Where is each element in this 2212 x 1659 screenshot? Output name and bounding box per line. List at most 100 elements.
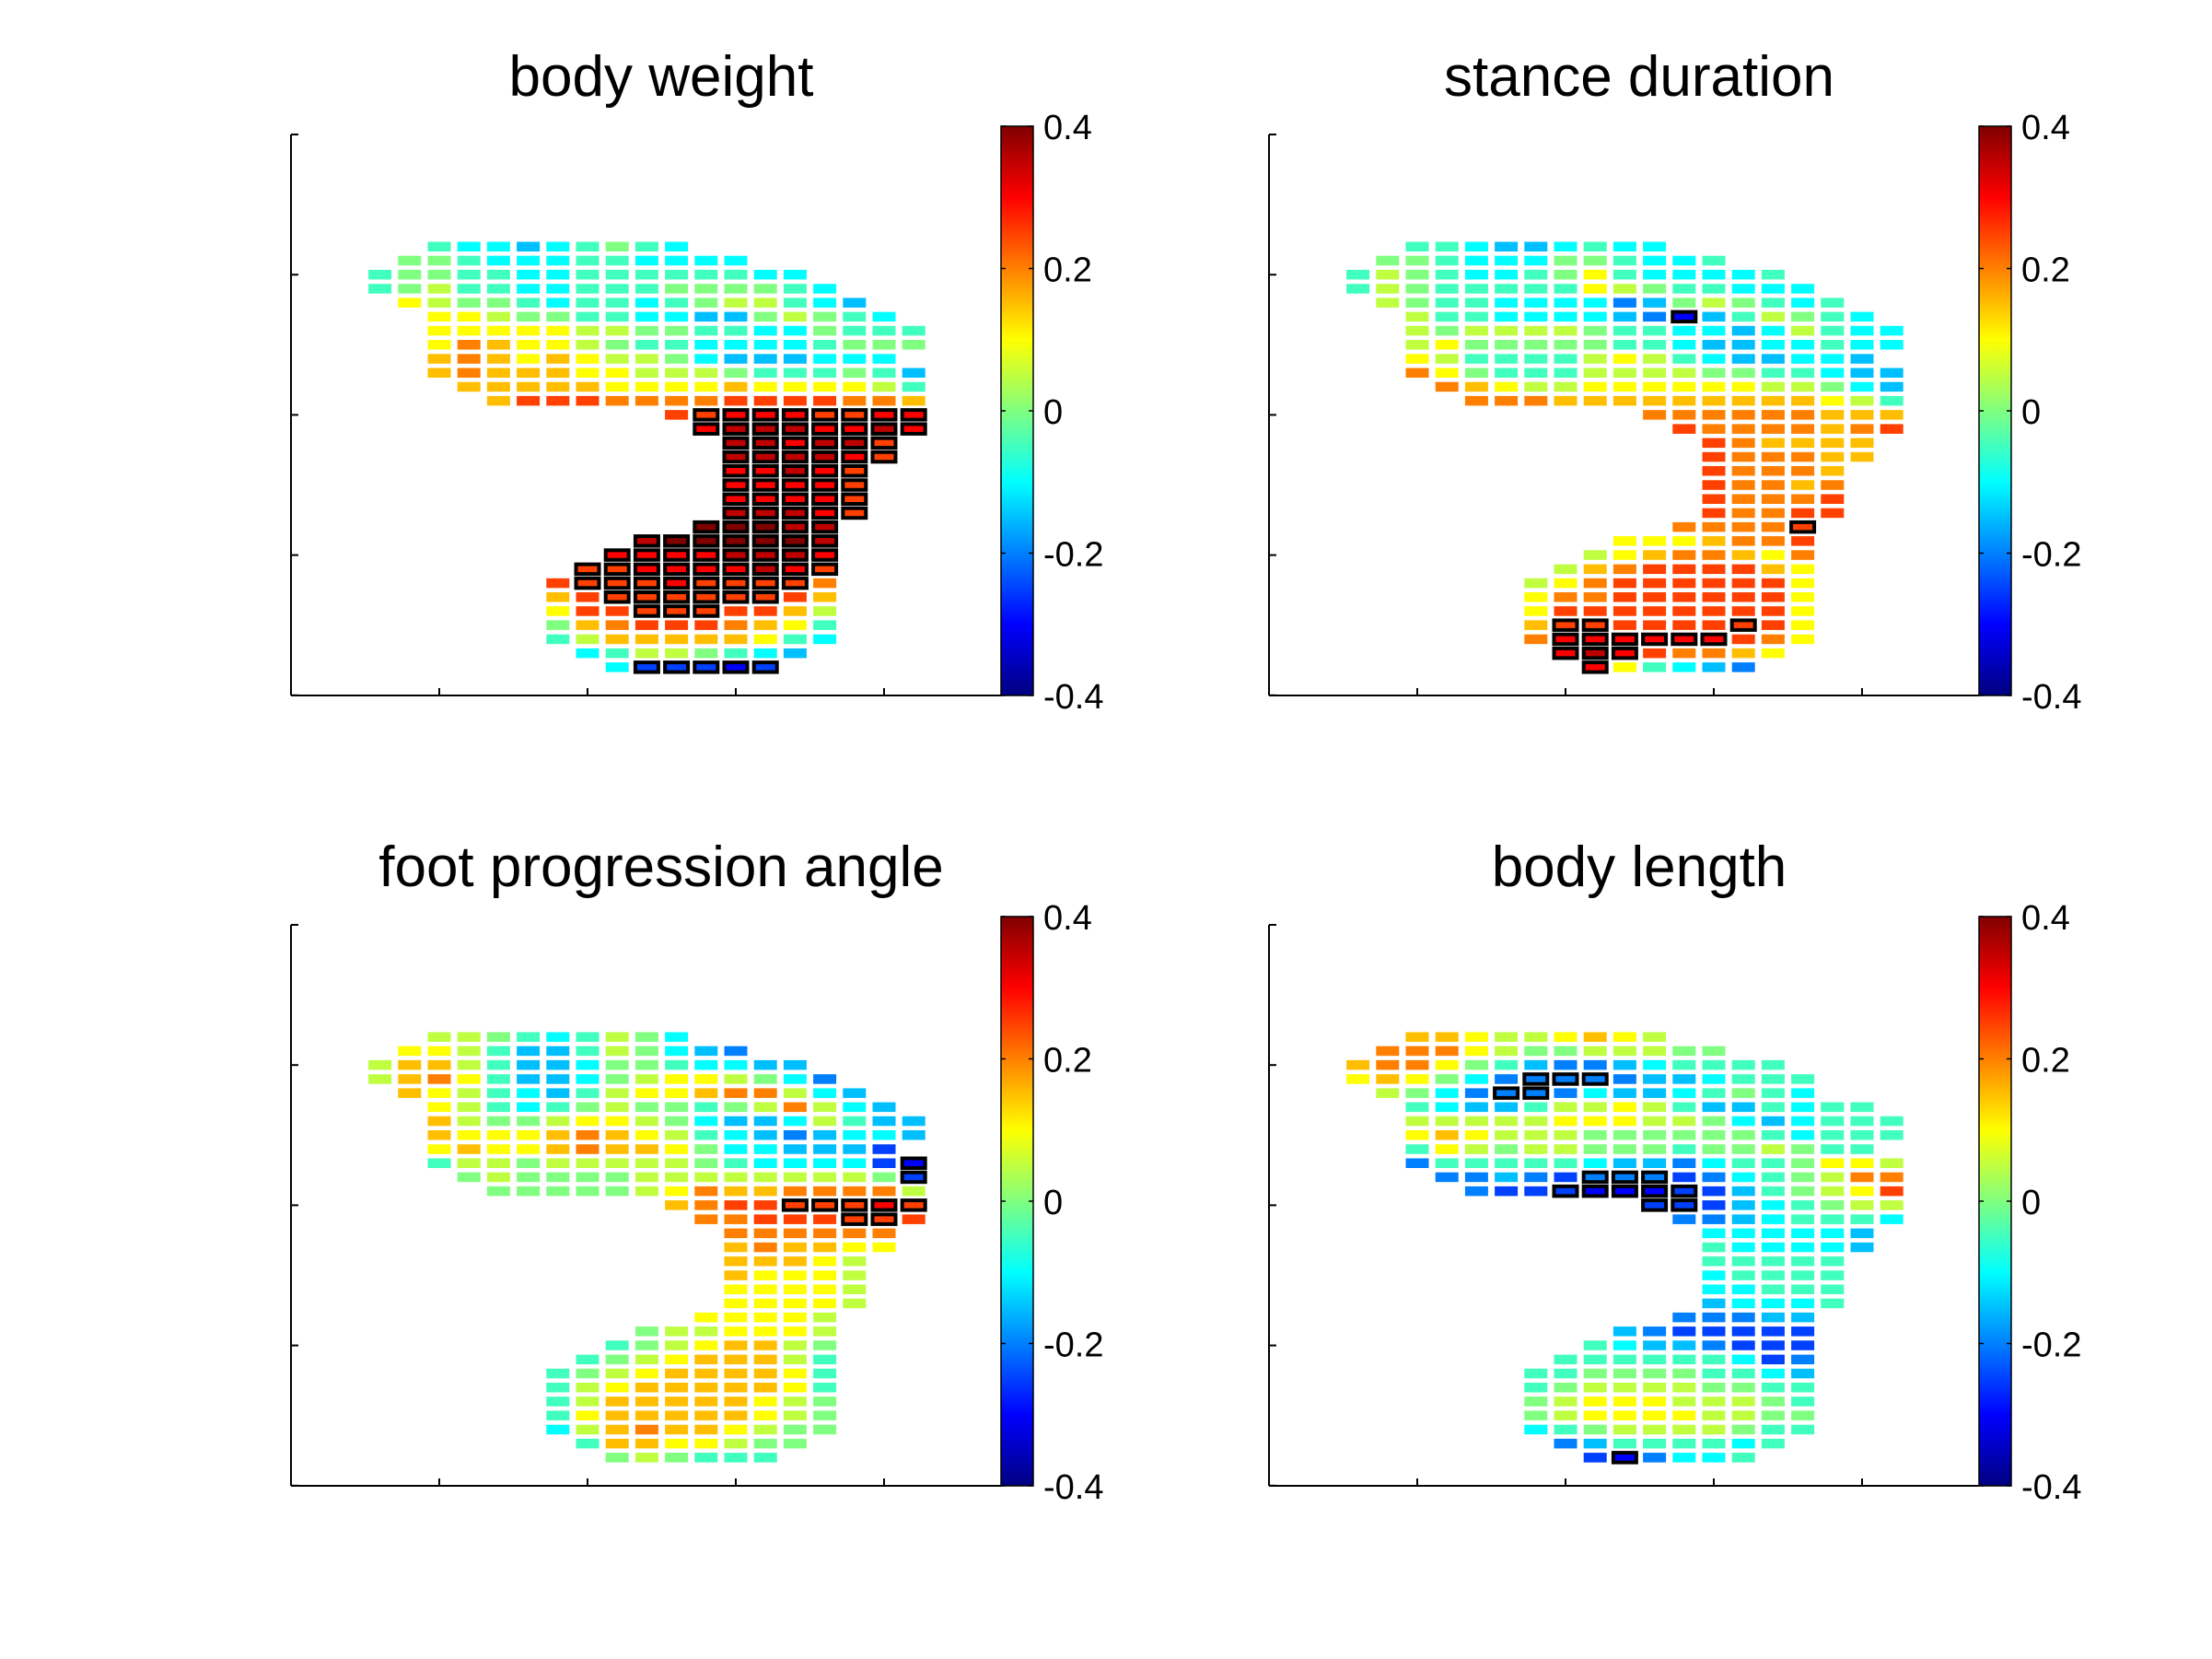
heatmap-cell xyxy=(694,1340,718,1350)
heatmap-cell xyxy=(1761,536,1785,546)
heatmap-cell xyxy=(1672,340,1696,350)
heatmap-cell xyxy=(1791,508,1815,519)
heatmap-cell xyxy=(694,1326,718,1337)
heatmap-cell xyxy=(1554,1438,1578,1449)
heatmap-cell xyxy=(1435,1116,1459,1127)
heatmap-cell xyxy=(1761,1340,1785,1350)
colorbar-tick-label: 0.2 xyxy=(2021,1042,2070,1081)
heatmap-cell xyxy=(1612,1074,1636,1084)
heatmap-cell xyxy=(1731,634,1755,645)
colorbar-tick-label: -0.4 xyxy=(2021,678,2081,717)
heatmap-cell xyxy=(902,1214,926,1224)
heatmap-cell xyxy=(1731,1410,1755,1420)
heatmap-cell xyxy=(1702,1340,1726,1350)
heatmap-cell xyxy=(1791,564,1815,575)
heatmap-cell xyxy=(665,634,689,645)
heatmap-cell xyxy=(813,1088,837,1098)
heatmap-cell xyxy=(486,284,510,294)
heatmap-cell xyxy=(1702,1368,1726,1379)
heatmap-cell xyxy=(1376,1088,1400,1098)
heatmap-cell xyxy=(1643,381,1667,392)
heatmap-cell xyxy=(1583,1453,1607,1463)
heatmap-cell xyxy=(517,311,541,322)
heatmap-cell xyxy=(486,381,510,392)
heatmap-cell xyxy=(368,269,392,280)
heatmap-cell xyxy=(1761,1116,1785,1127)
heatmap-cell xyxy=(1495,354,1519,364)
heatmap-cell xyxy=(1880,325,1903,336)
heatmap-cell xyxy=(576,340,600,350)
heatmap-cell xyxy=(665,1102,689,1113)
heatmap-cell xyxy=(665,1032,689,1042)
heatmap-cell xyxy=(1791,1410,1815,1420)
heatmap-cell xyxy=(1643,1438,1667,1449)
heatmap-cell xyxy=(1672,1172,1696,1183)
heatmap-cell xyxy=(1612,1102,1636,1113)
heatmap-cell xyxy=(1672,648,1696,659)
heatmap-cell xyxy=(634,1158,658,1168)
heatmap-cell xyxy=(813,1102,837,1113)
heatmap-cell xyxy=(665,298,689,308)
heatmap-cell-significant xyxy=(1581,1184,1609,1198)
heatmap-cell xyxy=(1821,340,1845,350)
heatmap-cell xyxy=(1643,662,1667,672)
colorbar-tick-label: -0.2 xyxy=(2021,536,2081,575)
heatmap-cell xyxy=(457,1102,481,1113)
heatmap-cell xyxy=(1761,325,1785,336)
heatmap-cell xyxy=(753,1438,777,1449)
heatmap-cell xyxy=(1643,1158,1667,1168)
heatmap-cell xyxy=(1731,1116,1755,1127)
heatmap-cell xyxy=(1672,1424,1696,1435)
heatmap-cell-significant xyxy=(781,422,809,436)
heatmap-cell xyxy=(724,1354,748,1365)
heatmap-cell xyxy=(1612,269,1636,280)
heatmap-cell-significant xyxy=(781,436,809,450)
heatmap-cell xyxy=(783,340,807,350)
heatmap-cell xyxy=(517,1172,541,1183)
heatmap-cell xyxy=(1880,1214,1903,1224)
heatmap-cell xyxy=(1821,1228,1845,1239)
heatmap-cell xyxy=(1702,1046,1726,1057)
colorbar-tick-label: 0 xyxy=(1043,393,1063,432)
heatmap-cell xyxy=(605,1368,629,1379)
heatmap-cell-significant xyxy=(722,464,750,478)
heatmap-cell xyxy=(753,340,777,350)
heatmap-cell xyxy=(1791,1088,1815,1098)
heatmap-cell xyxy=(1731,1242,1755,1253)
heatmap-cell xyxy=(1524,1424,1548,1435)
heatmap-cell-significant xyxy=(722,660,750,674)
heatmap-cell xyxy=(724,1116,748,1127)
heatmap-cell xyxy=(368,284,392,294)
heatmap-cell xyxy=(724,1410,748,1420)
heatmap-cell xyxy=(605,1046,629,1057)
heatmap-cell xyxy=(1583,1102,1607,1113)
heatmap-cell-significant xyxy=(1611,632,1638,647)
heatmap-cell xyxy=(1791,368,1815,378)
heatmap-cell xyxy=(427,1102,451,1113)
heatmap-cell xyxy=(576,1438,600,1449)
heatmap-cell xyxy=(517,1074,541,1084)
heatmap-cell xyxy=(1702,311,1726,322)
heatmap-cell-significant xyxy=(1671,1184,1698,1198)
heatmap-cell-significant xyxy=(693,548,720,562)
heatmap-cell xyxy=(1643,648,1667,659)
heatmap-cell xyxy=(457,1032,481,1042)
heatmap-cell xyxy=(576,1354,600,1365)
heatmap-cell xyxy=(1791,1312,1815,1323)
heatmap-cell xyxy=(1583,241,1607,251)
heatmap-cell xyxy=(1524,1172,1548,1183)
heatmap-cell xyxy=(1405,311,1429,322)
heatmap-cell-significant xyxy=(751,660,779,674)
heatmap-cell xyxy=(546,395,570,406)
heatmap-cell xyxy=(813,1383,837,1393)
heatmap-cell xyxy=(1643,1383,1667,1393)
heatmap-cell xyxy=(1850,1200,1874,1210)
heatmap-cell xyxy=(1405,255,1429,266)
heatmap-cell xyxy=(1464,381,1488,392)
heatmap-cell xyxy=(724,1284,748,1294)
heatmap-cell xyxy=(1643,550,1667,560)
heatmap-cell xyxy=(753,1453,777,1463)
heatmap-cell xyxy=(1524,1116,1548,1127)
heatmap-cell xyxy=(1702,1102,1726,1113)
heatmap-cell xyxy=(1850,340,1874,350)
